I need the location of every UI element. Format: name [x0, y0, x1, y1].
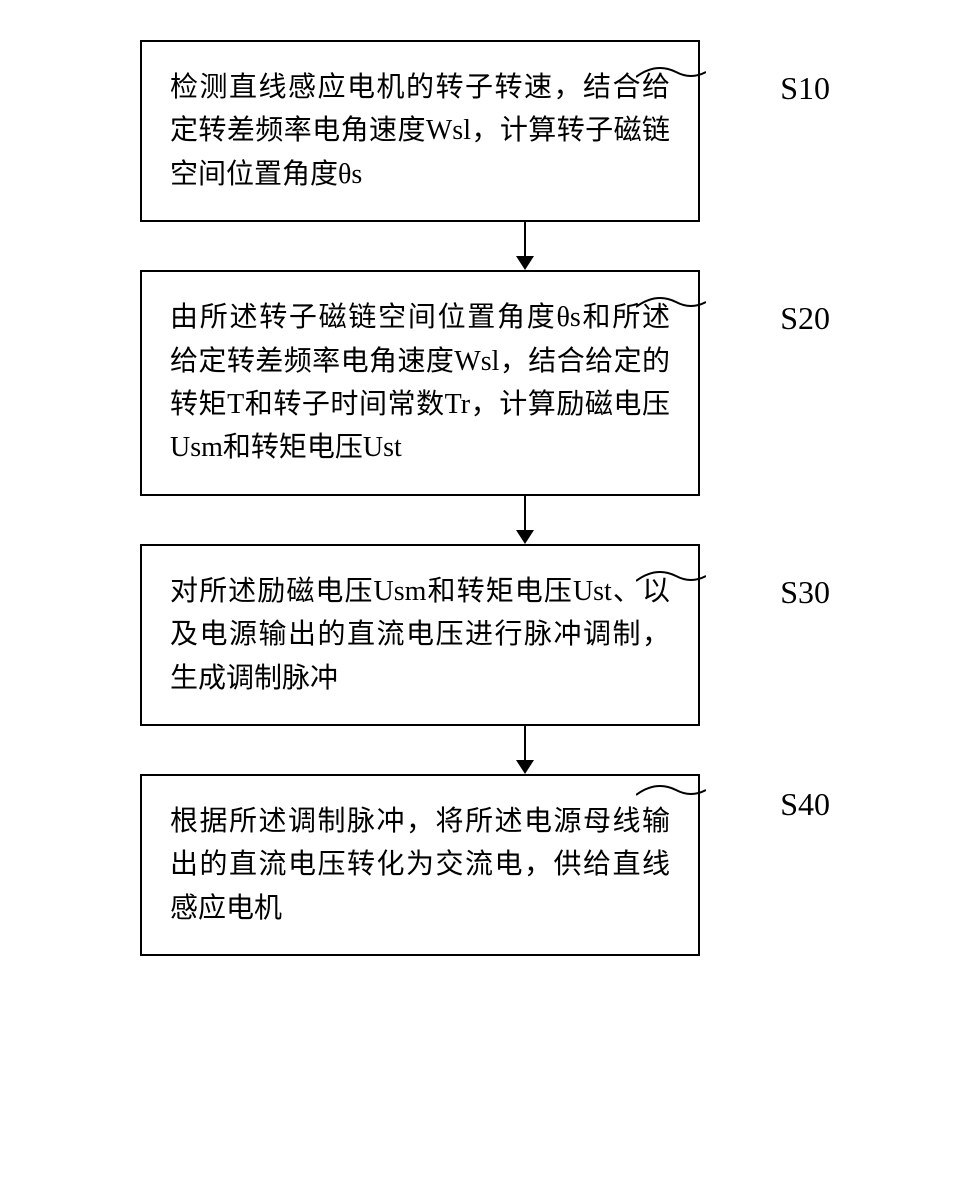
label-curve-s30: [636, 566, 706, 616]
step-row-s10: 检测直线感应电机的转子转速，结合给定转差频率电角速度Wsl，计算转子磁链空间位置…: [60, 40, 910, 222]
step-row-s40: 根据所述调制脉冲，将所述电源母线输出的直流电压转化为交流电，供给直线感应电机 S…: [60, 774, 910, 956]
step-text-s10: 检测直线感应电机的转子转速，结合给定转差频率电角速度Wsl，计算转子磁链空间位置…: [170, 72, 670, 190]
arrow-icon: [245, 222, 805, 270]
step-row-s30: 对所述励磁电压Usm和转矩电压Ust、以及电源输出的直流电压进行脉冲调制，生成调…: [60, 544, 910, 726]
arrow-icon: [245, 726, 805, 774]
arrow-s30-s40: [245, 726, 805, 774]
arrow-s20-s30: [245, 496, 805, 544]
label-curve-s20: [636, 292, 706, 342]
arrow-icon: [245, 496, 805, 544]
step-box-s20: 由所述转子磁链空间位置角度θs和所述给定转差频率电角速度Wsl，结合给定的转矩T…: [140, 270, 700, 496]
step-row-s20: 由所述转子磁链空间位置角度θs和所述给定转差频率电角速度Wsl，结合给定的转矩T…: [60, 270, 910, 496]
step-box-s30: 对所述励磁电压Usm和转矩电压Ust、以及电源输出的直流电压进行脉冲调制，生成调…: [140, 544, 700, 726]
step-label-s30: S30: [780, 574, 830, 611]
label-curve-s10: [636, 62, 706, 112]
step-text-s20: 由所述转子磁链空间位置角度θs和所述给定转差频率电角速度Wsl，结合给定的转矩T…: [170, 302, 670, 463]
step-label-s20: S20: [780, 300, 830, 337]
step-label-s40: S40: [780, 786, 830, 823]
flowchart-container: 检测直线感应电机的转子转速，结合给定转差频率电角速度Wsl，计算转子磁链空间位置…: [60, 40, 910, 956]
step-box-s10: 检测直线感应电机的转子转速，结合给定转差频率电角速度Wsl，计算转子磁链空间位置…: [140, 40, 700, 222]
step-text-s30: 对所述励磁电压Usm和转矩电压Ust、以及电源输出的直流电压进行脉冲调制，生成调…: [170, 576, 670, 694]
step-label-s10: S10: [780, 70, 830, 107]
step-box-s40: 根据所述调制脉冲，将所述电源母线输出的直流电压转化为交流电，供给直线感应电机: [140, 774, 700, 956]
arrow-s10-s20: [245, 222, 805, 270]
label-curve-s40: [636, 780, 706, 830]
step-text-s40: 根据所述调制脉冲，将所述电源母线输出的直流电压转化为交流电，供给直线感应电机: [170, 806, 670, 924]
